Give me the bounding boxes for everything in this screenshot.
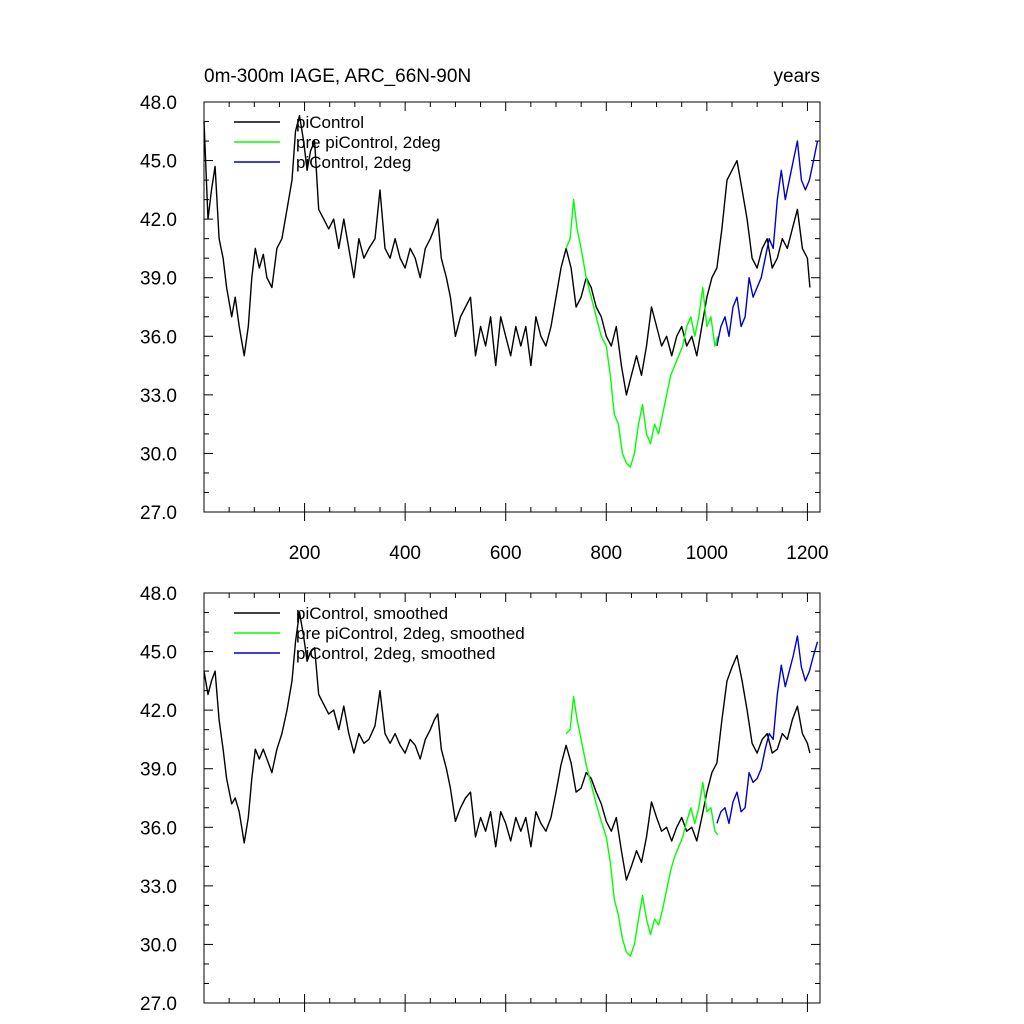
- plot-frame: [203, 592, 821, 1004]
- legend-label: pre piControl, 2deg: [296, 133, 441, 152]
- y-tick-label: 36.0: [140, 327, 177, 348]
- legend-label: piControl, 2deg, smoothed: [296, 644, 495, 663]
- y-tick-label: 33.0: [140, 386, 177, 407]
- y-tick-label: 33.0: [140, 877, 177, 898]
- panel-title-left: 0m-300m IAGE, ARC_66N-90N: [204, 66, 471, 87]
- legend-label: piControl, 2deg: [296, 153, 411, 172]
- x-tick-label: 200: [289, 543, 321, 564]
- x-tick-label: 600: [490, 543, 522, 564]
- y-tick-label: 36.0: [140, 818, 177, 839]
- legend-label: piControl: [296, 113, 364, 132]
- chart-panel-raw: 27.0 30.0 33.0 36.0 39.0 42.0 45.0 48.0 200 400 60…: [140, 93, 829, 564]
- y-tick-label: 30.0: [140, 935, 177, 956]
- y-tick-label: 45.0: [140, 152, 177, 173]
- y-tick-label: 39.0: [140, 760, 177, 781]
- panel-title-right: years: [774, 66, 820, 87]
- x-tick-label: 1000: [686, 543, 728, 564]
- chart-panel-smoothed: 27.0 30.0 33.0 36.0 39.0 42.0 45.0 48.0 piContro…: [140, 584, 821, 1015]
- series-line-1: [565, 198, 719, 468]
- x-tick-label: 400: [389, 543, 421, 564]
- series-line-1: [565, 695, 719, 957]
- series-line-2: [716, 635, 819, 825]
- y-tick-label: 48.0: [140, 584, 177, 605]
- y-tick-label: 42.0: [140, 701, 177, 722]
- y-tick-label: 39.0: [140, 269, 177, 290]
- series-line-0: [203, 115, 811, 396]
- legend-label: piControl, smoothed: [296, 604, 448, 623]
- series-line-2: [716, 140, 819, 347]
- plot-frame: [203, 101, 821, 513]
- y-tick-label: 48.0: [140, 93, 177, 114]
- x-tick-label: 1200: [786, 543, 828, 564]
- y-tick-label: 27.0: [140, 503, 177, 524]
- y-tick-label: 45.0: [140, 643, 177, 664]
- y-tick-label: 30.0: [140, 444, 177, 465]
- y-tick-label: 42.0: [140, 210, 177, 231]
- series-line-0: [203, 611, 811, 881]
- y-tick-label: 27.0: [140, 994, 177, 1015]
- x-tick-label: 800: [590, 543, 622, 564]
- legend-label: pre piControl, 2deg, smoothed: [296, 624, 525, 643]
